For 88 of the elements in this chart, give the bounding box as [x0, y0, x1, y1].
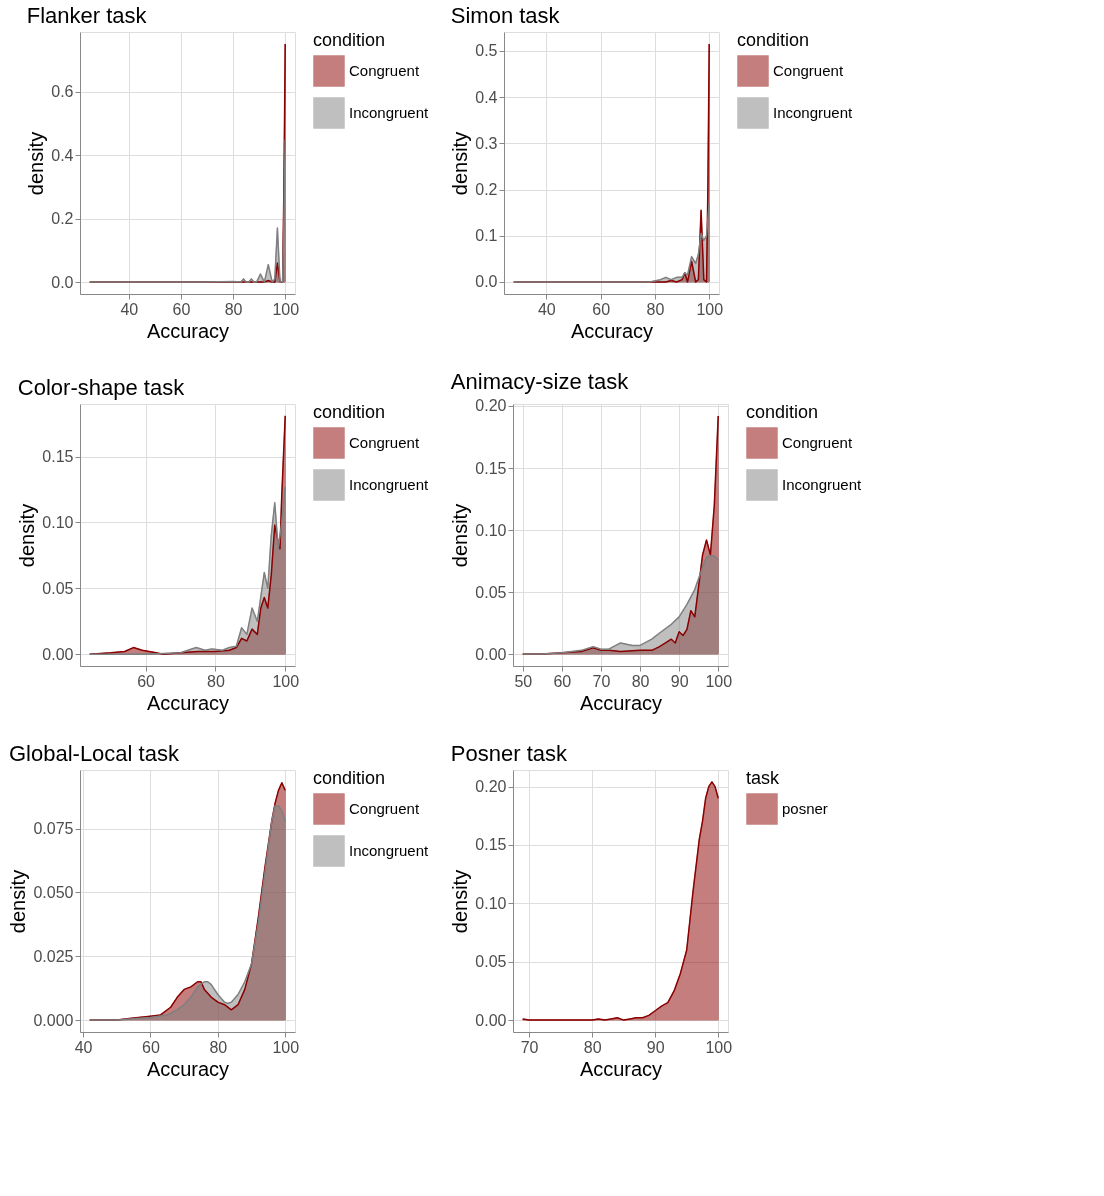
legend-label: Congruent: [782, 434, 853, 451]
legend-title: task: [746, 768, 781, 788]
x-tick-label: 40: [74, 1038, 93, 1056]
legend-label: Incongruent: [349, 104, 430, 121]
x-axis-title: Accuracy: [146, 691, 230, 714]
legend-label: Incongruent: [782, 476, 863, 493]
x-tick-label: 80: [224, 300, 243, 318]
y-axis-title: density: [25, 131, 48, 196]
y-tick-label: 0.15: [475, 459, 507, 477]
x-tick-label: 60: [137, 672, 156, 690]
y-tick-label: 0.2: [475, 181, 498, 199]
legend-title: condition: [313, 402, 386, 422]
x-axis-title: Accuracy: [570, 319, 654, 342]
y-tick-label: 0.10: [42, 513, 74, 531]
y-tick-label: 0.20: [475, 397, 507, 415]
legend-title: condition: [737, 30, 810, 50]
x-tick-label: 50: [514, 672, 533, 690]
y-tick-label: 0.10: [475, 894, 507, 912]
y-tick-label: 0.00: [475, 1011, 507, 1029]
y-tick-label: 0.0: [51, 273, 74, 291]
legend-label: Congruent: [349, 800, 420, 817]
y-axis-title: density: [449, 503, 472, 568]
y-tick-label: 0.05: [42, 579, 74, 597]
y-tick-label: 0.075: [33, 820, 74, 838]
y-tick-label: 0.00: [475, 645, 507, 663]
legend-label: Congruent: [349, 62, 420, 79]
x-tick-label: 70: [592, 672, 611, 690]
x-tick-label: 60: [553, 672, 572, 690]
chart-title: Simon task: [450, 3, 561, 28]
x-tick-label: 80: [646, 300, 665, 318]
y-axis-title: density: [449, 869, 472, 934]
y-tick-label: 0.050: [33, 883, 74, 901]
y-axis-title: density: [7, 869, 30, 934]
legend-label: Incongruent: [349, 842, 430, 859]
y-tick-label: 0.025: [33, 947, 74, 965]
x-axis-title: Accuracy: [146, 319, 230, 342]
y-axis-title: density: [16, 503, 39, 568]
y-tick-label: 0.05: [475, 953, 507, 971]
text: posner: [782, 800, 828, 817]
x-tick-label: 100: [272, 1038, 300, 1056]
y-tick-label: 0.5: [475, 42, 498, 60]
x-axis-title: Accuracy: [146, 1057, 230, 1080]
text: Congruent: [773, 62, 844, 79]
y-tick-label: 0.05: [475, 583, 507, 601]
chart-title: Animacy-size task: [450, 368, 630, 394]
x-tick-label: 90: [646, 1038, 665, 1056]
x-axis-title: Accuracy: [579, 691, 663, 714]
x-tick-label: 80: [583, 1038, 602, 1056]
text: Incongruent: [349, 476, 430, 493]
x-tick-label: 40: [120, 300, 139, 318]
x-tick-label: 80: [207, 672, 225, 690]
y-tick-label: 0.0: [475, 273, 498, 291]
y-tick-label: 0.4: [51, 146, 74, 164]
x-tick-label: 80: [631, 672, 650, 690]
y-tick-label: 0.2: [51, 210, 74, 228]
y-tick-label: 0.4: [475, 88, 498, 106]
y-tick-label: 0.20: [475, 778, 507, 796]
text: Congruent: [349, 434, 420, 451]
x-tick-label: 100: [272, 300, 300, 318]
x-tick-label: 100: [696, 300, 724, 318]
chart-title: Global-Local task: [8, 741, 180, 766]
legend-title: condition: [313, 30, 386, 50]
y-tick-label: 0.3: [475, 134, 498, 152]
y-tick-label: 0.15: [42, 448, 74, 466]
y-tick-label: 0.6: [51, 83, 74, 101]
x-tick-label: 100: [705, 1038, 733, 1056]
legend-title: condition: [313, 768, 386, 788]
y-tick-label: 0.10: [475, 521, 507, 539]
y-axis-title: density: [449, 131, 472, 196]
chart-title: Flanker task: [26, 3, 148, 28]
x-tick-label: 40: [537, 300, 556, 318]
x-tick-label: 70: [520, 1038, 539, 1056]
x-tick-label: 60: [592, 300, 611, 318]
chart-title: Posner task: [450, 741, 569, 766]
x-axis-title: Accuracy: [579, 1057, 663, 1080]
x-tick-label: 80: [209, 1038, 228, 1056]
text: Incongruent: [773, 104, 854, 121]
x-tick-label: 60: [142, 1038, 160, 1056]
legend-title: condition: [746, 402, 819, 422]
x-tick-label: 100: [705, 672, 733, 690]
chart-title: Color-shape task: [17, 375, 186, 400]
y-tick-label: 0.15: [475, 836, 507, 854]
y-tick-label: 0.000: [33, 1011, 74, 1029]
x-tick-label: 60: [172, 300, 191, 318]
x-tick-label: 100: [272, 672, 300, 690]
y-tick-label: 0.00: [42, 645, 74, 663]
x-tick-label: 90: [670, 672, 689, 690]
y-tick-label: 0.1: [475, 227, 498, 245]
